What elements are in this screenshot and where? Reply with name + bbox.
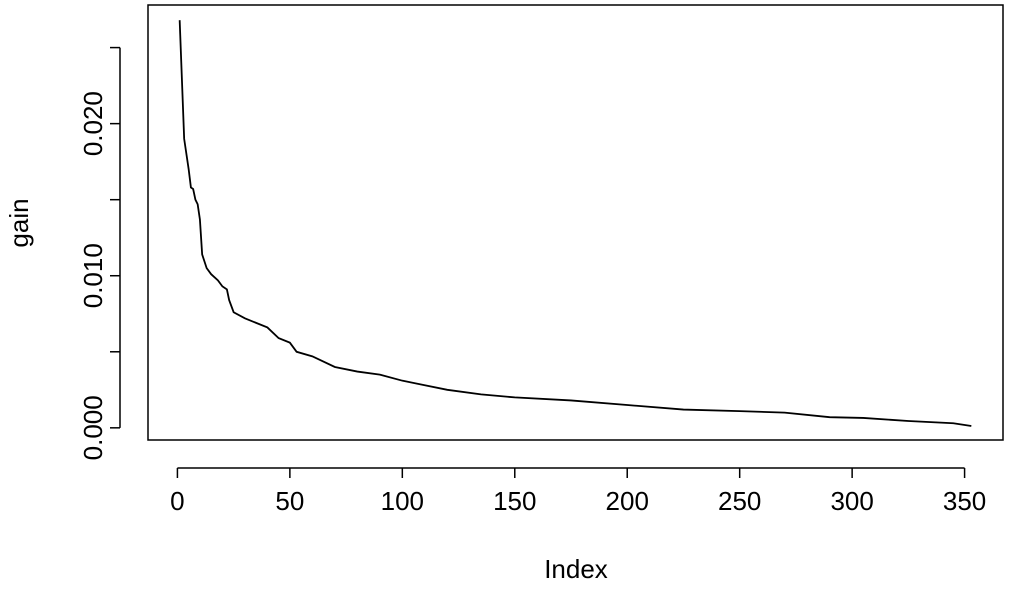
x-tick-label: 200: [606, 486, 649, 516]
x-tick-label: 250: [718, 486, 761, 516]
x-tick-label: 50: [275, 486, 304, 516]
y-axis-label: gain: [4, 198, 34, 247]
x-tick-label: 300: [830, 486, 873, 516]
x-tick-label: 100: [381, 486, 424, 516]
plot-box: [147, 4, 1004, 441]
x-axis-label: Index: [544, 554, 608, 584]
y-tick-label: 0.010: [78, 243, 108, 308]
x-tick-label: 150: [493, 486, 536, 516]
y-tick-label: 0.020: [78, 91, 108, 156]
x-tick-label: 0: [170, 486, 184, 516]
y-tick-label: 0.000: [78, 395, 108, 460]
data-line: [178, 20, 972, 427]
x-tick-label: 350: [943, 486, 986, 516]
